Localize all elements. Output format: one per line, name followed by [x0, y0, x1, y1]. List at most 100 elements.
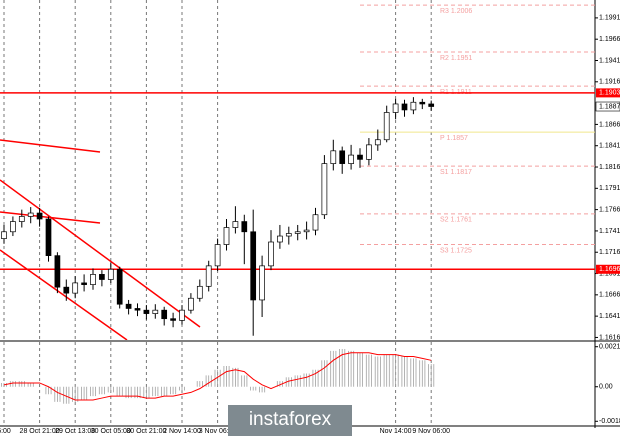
candle-body — [250, 231, 257, 301]
candle-body — [72, 282, 79, 294]
candle-body — [312, 214, 319, 231]
candle-body — [125, 303, 132, 309]
level-label: P 1.1857 — [440, 135, 468, 142]
x-tick-label: 6:00 — [0, 428, 11, 435]
y-tick-label: 1.1666 — [599, 292, 620, 299]
candle-body — [419, 101, 426, 105]
level-label: S3 1.1725 — [440, 247, 472, 254]
candle-body — [392, 103, 399, 113]
candle-body — [232, 221, 239, 228]
x-tick-label: 30 Oct 05:00 — [91, 428, 131, 435]
candle-body — [205, 265, 212, 287]
candle-body — [90, 274, 96, 285]
candle-body — [303, 229, 310, 233]
candle-body — [241, 221, 248, 233]
watermark: instaforex — [249, 409, 332, 430]
price-tag-label: 1.1696 — [599, 266, 620, 273]
y-tick-label: 1.1916 — [599, 79, 620, 86]
candle-body — [161, 309, 168, 320]
candle-body — [268, 241, 274, 267]
x-tick-label: 29 Oct 13:00 — [55, 428, 95, 435]
y-tick-label: 1.1766 — [599, 206, 620, 213]
watermark-box — [228, 405, 352, 436]
candle-body — [410, 101, 417, 111]
y-tick-label: 1.1966 — [599, 36, 620, 43]
candle-body — [81, 282, 87, 285]
candle-body — [428, 103, 435, 107]
trend-lines — [0, 139, 201, 340]
labels: 1.1616 1.1641 1.1666 1.1691 1.1716 1.1741 1.17… — [0, 15, 620, 435]
y-tick-label: 1.1641 — [599, 313, 620, 320]
x-tick-label: Nov 14:00 — [380, 428, 412, 435]
candle-body — [196, 285, 203, 299]
trend-line — [0, 179, 201, 328]
x-tick-label: 9 Nov 06:00 — [412, 428, 450, 435]
candle-body — [188, 297, 194, 311]
candle-body — [285, 233, 292, 237]
candle-body — [18, 216, 25, 222]
candle-body — [357, 154, 363, 160]
y-tick-label: 1.1791 — [599, 185, 620, 192]
candle-body — [63, 286, 70, 294]
level-label: R3 1.2006 — [440, 8, 472, 15]
y-tick-label: 1.1941 — [599, 57, 620, 64]
candle-body — [116, 268, 123, 305]
last-price-label: 1.1887 — [599, 103, 620, 110]
y-tick-label: 1.1816 — [599, 164, 620, 171]
candle-body — [374, 139, 381, 146]
y-tick-label: 1.1866 — [599, 121, 620, 128]
candle-body — [54, 255, 61, 288]
trend-line — [0, 249, 128, 340]
candle-body — [277, 235, 283, 243]
y-tick-label: 1.1991 — [599, 15, 620, 22]
x-tick-label: 3 Nov 06:00 — [199, 428, 237, 435]
y-tick-label: 0.00212 — [599, 344, 620, 351]
candle-body — [170, 318, 176, 321]
macd-signal-line — [3, 352, 432, 401]
y-tick-label: 0.00 — [599, 384, 613, 391]
x-tick-label: 2 Nov 14:00 — [163, 428, 201, 435]
marks — [0, 97, 435, 404]
y-tick-label: 1.1841 — [599, 143, 620, 150]
level-label: R2 1.1951 — [440, 55, 472, 62]
candle-body — [383, 112, 390, 141]
candle-body — [339, 150, 346, 164]
candle-body — [401, 103, 408, 111]
candle-body — [214, 244, 221, 267]
candle-body — [366, 144, 372, 160]
x-tick-label: 30 Oct 21:00 — [126, 428, 166, 435]
price-tag — [596, 88, 620, 98]
x-tick-label: 28 Oct 21:00 — [20, 428, 60, 435]
candle-body — [143, 309, 150, 314]
y-tick-label: 1.1741 — [599, 228, 620, 235]
candle-body — [223, 227, 230, 245]
candle-body — [348, 154, 354, 164]
candle-body — [134, 308, 141, 311]
y-tick-label: 1.1691 — [599, 270, 620, 277]
level-label: S1 1.1817 — [440, 169, 472, 176]
candle-body — [179, 309, 185, 321]
candle-body — [27, 212, 34, 217]
candle-body — [152, 309, 159, 314]
candle-body — [1, 231, 7, 239]
candle-body — [330, 150, 337, 164]
price-tag-label: 1.1903 — [599, 90, 620, 97]
candle-body — [10, 221, 16, 233]
candle-body — [99, 274, 105, 280]
price-tag — [596, 264, 620, 274]
candle-body — [294, 231, 301, 234]
candle-body — [45, 218, 52, 256]
y-tick-label: 1.1716 — [599, 249, 620, 256]
last-price-tag — [595, 101, 620, 112]
candle-body — [36, 212, 43, 220]
trend-line — [0, 139, 101, 153]
candle-body — [321, 163, 328, 216]
candle-body — [107, 268, 114, 280]
candle-body — [259, 265, 265, 301]
y-tick-label: -0.00183 — [599, 418, 620, 425]
y-tick-label: 1.1616 — [599, 334, 620, 341]
level-label: S2 1.1761 — [440, 217, 472, 224]
